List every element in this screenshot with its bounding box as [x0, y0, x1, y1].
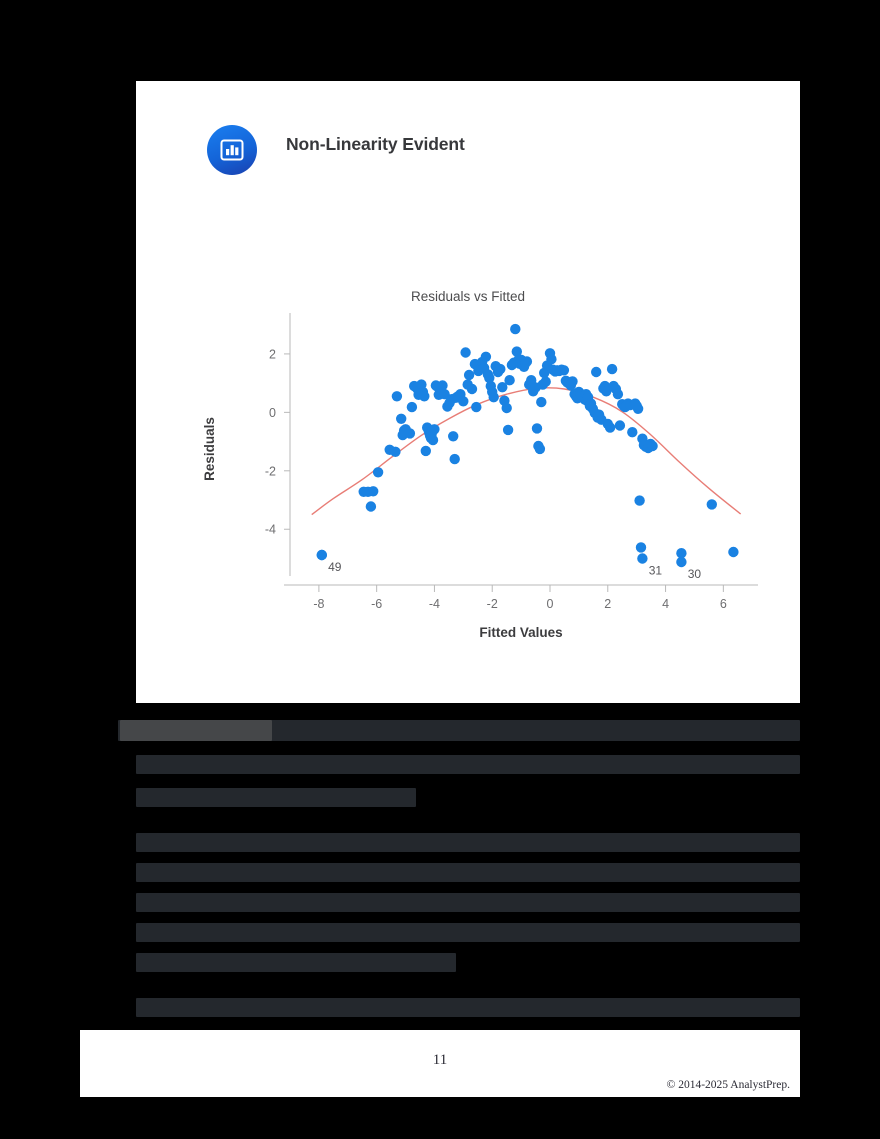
svg-text:-4: -4: [429, 597, 440, 611]
page-title: Non-Linearity Evident: [286, 134, 465, 154]
scatter-points: [316, 323, 739, 568]
bar-chart-icon: [207, 125, 257, 175]
copyright-notice: © 2014-2025 AnalystPrep.: [666, 1079, 790, 1091]
redacted-line: [136, 923, 800, 942]
residuals-vs-fitted-plot: Residuals vs Fitted 2 0 -2 -4 -8 -6 -4 -2 0 2 4 6 …: [136, 191, 800, 703]
y-axis-ticks: 2 0 -2 -4: [265, 347, 290, 537]
svg-text:49: 49: [328, 560, 342, 574]
redacted-line: [136, 893, 800, 912]
page-number: 11: [432, 1052, 448, 1068]
svg-text:0: 0: [269, 406, 276, 420]
svg-text:2: 2: [604, 597, 611, 611]
x-axis-ticks: -8 -6 -4 -2 0 2 4 6: [313, 585, 727, 611]
svg-text:2: 2: [269, 347, 276, 361]
svg-text:6: 6: [720, 597, 727, 611]
page-footer: 11 © 2014-2025 AnalystPrep.: [80, 1030, 800, 1097]
x-axis-label: Fitted Values: [479, 625, 562, 640]
svg-text:-4: -4: [265, 523, 276, 537]
redacted-line: [136, 953, 456, 972]
redacted-line: [136, 833, 800, 852]
svg-text:-8: -8: [313, 597, 324, 611]
svg-text:4: 4: [662, 597, 669, 611]
plot-svg: Residuals vs Fitted 20-2-4 -8 -6 -4 -2 0 2 4 6 …: [202, 289, 758, 640]
chart-title: Residuals vs Fitted: [411, 289, 525, 304]
svg-text:0: 0: [547, 597, 554, 611]
redacted-line: [136, 998, 800, 1017]
redacted-line: [120, 720, 272, 741]
chart-card: Non-Linearity Evident Residuals vs Fitte…: [136, 81, 800, 703]
outlier-labels: 49 31 30: [328, 560, 701, 581]
y-axis-label: Residuals: [202, 417, 217, 481]
svg-text:-6: -6: [371, 597, 382, 611]
svg-text:-2: -2: [265, 464, 276, 478]
redacted-line: [136, 755, 800, 774]
redacted-line: [136, 788, 416, 807]
redacted-line: [136, 863, 800, 882]
svg-text:31: 31: [649, 564, 663, 578]
body-text-redacted: [0, 715, 880, 1017]
svg-text:30: 30: [688, 567, 702, 581]
svg-text:-2: -2: [487, 597, 498, 611]
redacted-line: [118, 720, 800, 741]
